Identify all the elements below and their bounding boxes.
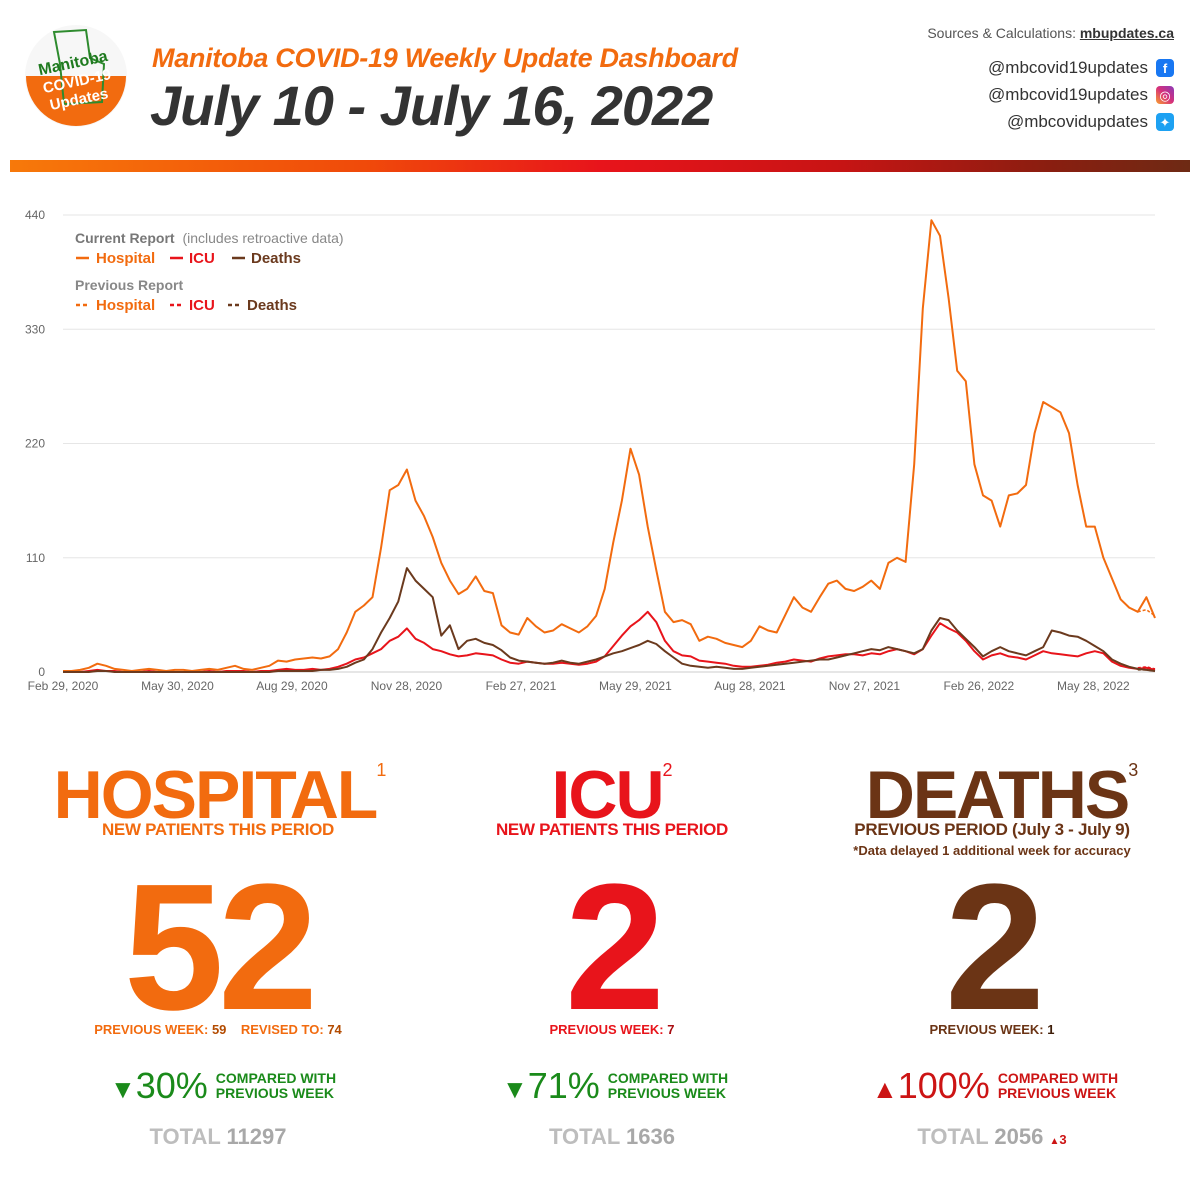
series-prev-line-deaths bbox=[1137, 669, 1156, 672]
y-axis-ticks: 0 110 220 330 440 bbox=[25, 208, 45, 679]
series-line-icu bbox=[63, 610, 1156, 673]
social-facebook[interactable]: @mbcovid19updates f bbox=[988, 58, 1174, 78]
x-tick-label: May 29, 2021 bbox=[599, 679, 672, 693]
legend-current-heading: Current Report (includes retroactive dat… bbox=[75, 230, 344, 246]
deaths-change-pct: ▲100% bbox=[872, 1065, 990, 1106]
manitoba-covid-logo: Manitoba COVID-19 Updates bbox=[25, 25, 127, 127]
x-tick-label: Nov 27, 2021 bbox=[829, 679, 901, 693]
header-divider-bar bbox=[10, 160, 1190, 172]
icu-total: TOTAL 1636 bbox=[549, 1124, 675, 1149]
hospital-title: HOSPITAL1 bbox=[53, 757, 387, 833]
hospital-total: TOTAL 11297 bbox=[149, 1124, 287, 1149]
series-prev-line-icu bbox=[1137, 666, 1156, 670]
deaths-note: *Data delayed 1 additional week for accu… bbox=[853, 843, 1131, 858]
social-twitter[interactable]: @mbcovidupdates ✦ bbox=[1007, 112, 1174, 132]
icu-compare-text: COMPARED WITH PREVIOUS WEEK bbox=[607, 1069, 729, 1101]
x-tick-label: Nov 28, 2020 bbox=[371, 679, 443, 693]
x-tick-label: Feb 27, 2021 bbox=[486, 679, 557, 693]
legend-previous-heading: Previous Report bbox=[75, 277, 183, 293]
sources-label: Sources & Calculations: bbox=[927, 25, 1076, 41]
x-tick-label: May 30, 2020 bbox=[141, 679, 214, 693]
y-tick-label: 0 bbox=[38, 665, 45, 679]
y-tick-label: 220 bbox=[25, 437, 45, 451]
y-tick-label: 110 bbox=[26, 551, 45, 565]
hospital-subtitle: NEW PATIENTS THIS PERIOD bbox=[101, 820, 335, 839]
legend-deaths: Deaths bbox=[251, 250, 301, 267]
y-tick-label: 330 bbox=[25, 322, 45, 336]
hospitalization-line-chart: 0 110 220 330 440 Feb 29, 2020 May 30, 2020 Au… bbox=[25, 208, 1156, 693]
deaths-title: DEATHS3 bbox=[865, 757, 1139, 833]
chart-legend: Current Report (includes retroactive dat… bbox=[75, 230, 344, 314]
icu-subtitle: NEW PATIENTS THIS PERIOD bbox=[495, 820, 729, 839]
icu-previous-week: PREVIOUS WEEK: 7 bbox=[549, 1022, 675, 1037]
series-line-hospital bbox=[63, 219, 1156, 672]
sources-line: Sources & Calculations: mbupdates.ca bbox=[927, 25, 1174, 41]
x-tick-label: Feb 26, 2022 bbox=[944, 679, 1015, 693]
y-tick-label: 440 bbox=[25, 208, 45, 222]
chart-grid bbox=[63, 214, 1155, 673]
x-axis-ticks: Feb 29, 2020 May 30, 2020 Aug 29, 2020 Nov … bbox=[28, 679, 1130, 693]
legend-prev-deaths: Deaths bbox=[247, 297, 297, 314]
deaths-value: 2 bbox=[944, 847, 1045, 1048]
icu-change: ▼71% COMPARED WITH PREVIOUS WEEK bbox=[502, 1068, 728, 1104]
hospital-change: ▼30% COMPARED WITH PREVIOUS WEEK bbox=[110, 1068, 336, 1104]
deaths-total: TOTAL 2056 ▲3 bbox=[917, 1124, 1067, 1149]
deaths-total-delta: ▲3 bbox=[1049, 1132, 1067, 1147]
x-tick-label: May 28, 2022 bbox=[1057, 679, 1130, 693]
twitter-handle: @mbcovidupdates bbox=[1006, 112, 1148, 131]
instagram-icon: ◎ bbox=[1156, 86, 1174, 104]
series-prev-line-hospital bbox=[1137, 608, 1156, 617]
twitter-icon: ✦ bbox=[1156, 113, 1174, 131]
hospital-previous-week: PREVIOUS WEEK: 59 REVISED TO: 74 bbox=[94, 1022, 342, 1037]
deaths-subtitle: PREVIOUS PERIOD (July 3 - July 9) bbox=[854, 820, 1130, 839]
sources-site-link[interactable]: mbupdates.ca bbox=[1079, 25, 1174, 41]
period-title: July 10 - July 16, 2022 bbox=[150, 74, 713, 137]
deaths-change: ▲100% COMPARED WITH PREVIOUS WEEK bbox=[872, 1068, 1118, 1104]
legend-icu: ICU bbox=[189, 250, 215, 267]
legend-hospital: Hospital bbox=[96, 250, 155, 267]
social-instagram[interactable]: @mbcovid19updates ◎ bbox=[988, 85, 1174, 105]
deaths-compare-text: COMPARED WITH PREVIOUS WEEK bbox=[997, 1069, 1119, 1101]
x-tick-label: Aug 29, 2020 bbox=[256, 679, 328, 693]
chart-series bbox=[63, 219, 1156, 673]
legend-prev-icu: ICU bbox=[189, 297, 215, 314]
icu-value: 2 bbox=[564, 847, 665, 1048]
facebook-icon: f bbox=[1156, 59, 1174, 77]
facebook-handle: @mbcovid19updates bbox=[988, 58, 1148, 77]
dashboard-subtitle: Manitoba COVID-19 Weekly Update Dashboar… bbox=[152, 43, 738, 73]
deaths-previous-week: PREVIOUS WEEK: 1 bbox=[929, 1022, 1055, 1037]
icu-title: ICU2 bbox=[551, 757, 673, 833]
hospital-compare-text: COMPARED WITH PREVIOUS WEEK bbox=[215, 1069, 337, 1101]
instagram-handle: @mbcovid19updates bbox=[988, 85, 1148, 104]
x-tick-label: Feb 29, 2020 bbox=[28, 679, 99, 693]
hospital-value: 52 bbox=[123, 847, 318, 1048]
x-tick-label: Aug 28, 2021 bbox=[714, 679, 786, 693]
legend-prev-hospital: Hospital bbox=[96, 297, 155, 314]
series-line-deaths bbox=[63, 567, 1156, 673]
hospital-change-pct: ▼30% bbox=[110, 1065, 208, 1106]
icu-change-pct: ▼71% bbox=[502, 1065, 600, 1106]
